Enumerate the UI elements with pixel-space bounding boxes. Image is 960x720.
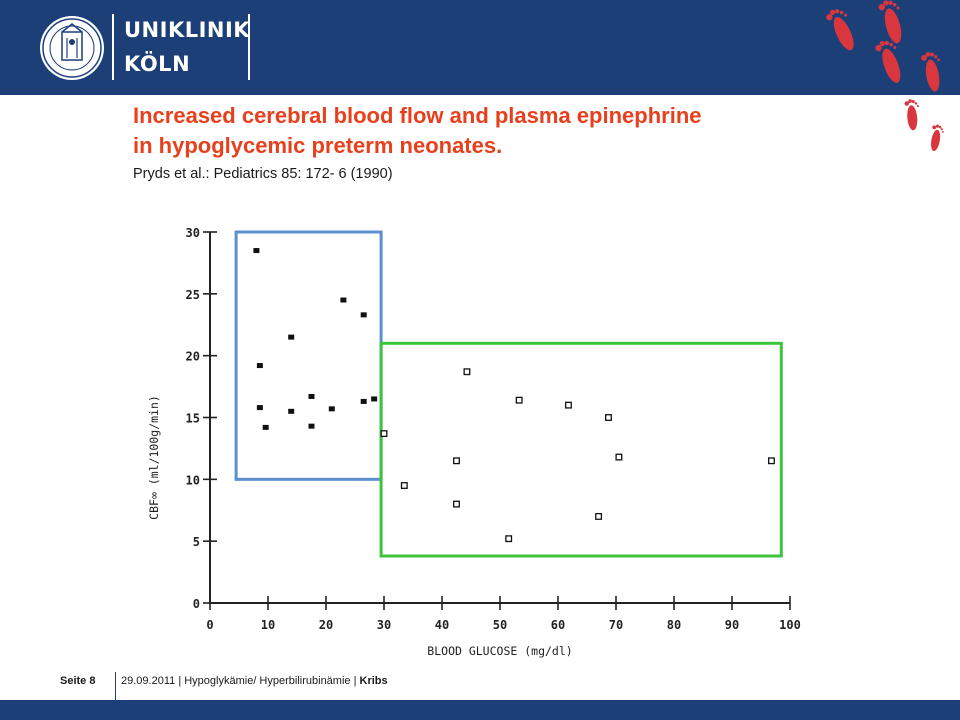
x-tick-label: 30 (377, 618, 391, 632)
x-tick-label: 20 (319, 618, 333, 632)
data-point-filled (371, 396, 378, 402)
data-point-open (605, 414, 612, 421)
y-tick-label: 0 (193, 597, 200, 611)
x-tick-label: 50 (493, 618, 507, 632)
data-point-open (453, 500, 460, 508)
university-seal-icon (40, 16, 104, 80)
data-point-filled (256, 363, 263, 369)
data-point-filled (262, 424, 269, 430)
logo-line-1: UNIKLINIK (124, 18, 251, 42)
x-tick-label: 80 (667, 618, 681, 632)
data-point-open (400, 482, 408, 489)
slide-title-line-2: in hypoglycemic preterm neonates. (133, 133, 503, 158)
y-tick-label: 15 (186, 412, 200, 426)
x-tick-label: 10 (261, 618, 275, 632)
footprint-icon (875, 40, 901, 83)
x-axis-label: BLOOD GLUCOSE (mg/dl) (427, 644, 572, 658)
logo-divider-right (248, 14, 250, 80)
highlight-box-green (379, 341, 783, 558)
y-tick-label: 5 (193, 535, 200, 549)
data-point-filled (340, 297, 347, 303)
x-tick-label: 70 (609, 618, 623, 632)
data-point-open (515, 396, 523, 404)
slide-title: Increased cerebral blood flow and plasma… (133, 101, 853, 161)
footer-date: 29.09.2011 (121, 675, 176, 687)
data-point-filled (328, 406, 335, 412)
data-point-filled (360, 312, 367, 318)
x-tick-label: 40 (435, 618, 449, 632)
data-point-open (767, 457, 775, 465)
logo-divider (112, 14, 114, 80)
x-tick-label: 90 (725, 618, 739, 632)
footprint-icon (878, 0, 902, 44)
data-point-open (453, 457, 460, 465)
footprint-icon (826, 9, 854, 51)
data-point-filled (308, 393, 315, 399)
data-point-open (463, 368, 471, 376)
footprint-icon (921, 52, 940, 92)
footer-topic: Hypoglykämie/ Hyperbilirubinämie (184, 675, 351, 687)
slide-title-line-1: Increased cerebral blood flow and plasma… (133, 103, 702, 128)
data-point-open (615, 453, 623, 461)
footer-page-number: Seite 8 (60, 675, 96, 687)
y-tick-label: 10 (186, 473, 200, 487)
y-tick-label: 20 (186, 350, 200, 364)
x-tick-label: 100 (779, 618, 801, 632)
footer-info: 29.09.2011 | Hypoglykämie/ Hyperbilirubi… (121, 675, 388, 687)
data-point-open (595, 512, 603, 520)
footer-author: Kribs (359, 675, 388, 687)
header-bar: UNIKLINIK KÖLN (0, 0, 960, 95)
footprint-icon (931, 124, 944, 152)
data-point-filled (308, 423, 315, 429)
data-point-filled (288, 408, 295, 414)
data-point-open (564, 401, 572, 409)
citation: Pryds et al.: Pediatrics 85: 172- 6 (199… (133, 166, 393, 182)
data-point-filled (288, 334, 295, 340)
data-point-open (380, 430, 388, 438)
logo-line-2: KÖLN (124, 52, 191, 76)
y-axis-label: CBF∞ (ml/100g/min) (147, 395, 161, 520)
data-point-filled (253, 248, 260, 254)
scatter-chart: 0 10 20 30 40 50 60 70 80 90 100 0 5 10 15 20 25 30 BLOOD … (147, 226, 801, 658)
footer-bar (0, 700, 960, 720)
data-point-filled (256, 405, 263, 411)
footer-separator (115, 672, 116, 720)
data-point-open (505, 535, 513, 543)
y-tick-label: 30 (186, 226, 200, 240)
footprint-icon (904, 99, 919, 131)
x-tick-label: 60 (551, 618, 565, 632)
data-point-filled (360, 398, 367, 404)
highlight-box-blue (234, 230, 383, 481)
baby-footprints-icon (826, 0, 944, 152)
x-tick-label: 0 (206, 618, 213, 632)
y-tick-label: 25 (186, 288, 200, 302)
